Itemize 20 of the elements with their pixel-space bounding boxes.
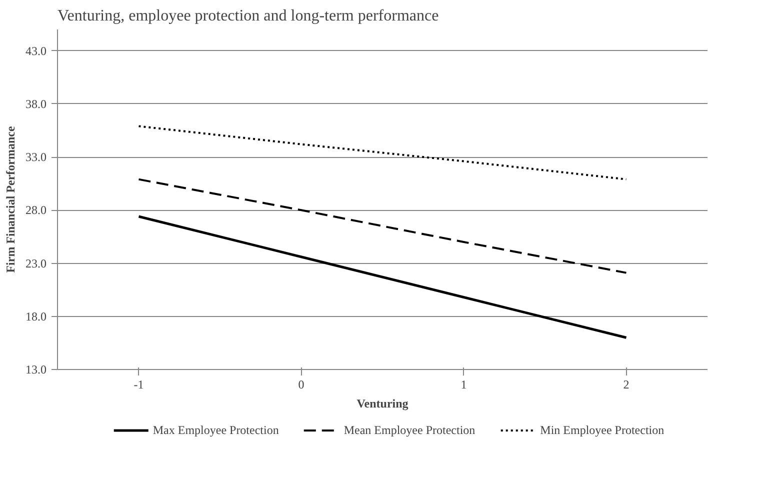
y-tick-label: 23.0 <box>26 256 46 270</box>
y-tick-label: 13.0 <box>26 362 46 376</box>
y-tick-label: 43.0 <box>26 44 46 58</box>
x-tick-label: 0 <box>298 378 304 392</box>
y-tick-label: 18.0 <box>26 309 46 324</box>
x-tick-label: -1 <box>134 378 144 392</box>
legend-label: Min Employee Protection <box>540 422 664 438</box>
legend-label: Max Employee Protection <box>152 422 279 438</box>
x-tick-label: 1 <box>460 378 467 392</box>
line-series <box>138 125 628 180</box>
line-series <box>138 178 628 274</box>
chart-title: Venturing, employee protection and long-term performance <box>58 8 439 24</box>
x-tick-label: 2 <box>623 378 630 392</box>
y-tick-label: 33.0 <box>26 150 46 164</box>
legend-label: Mean Employee Protection <box>344 422 476 438</box>
y-tick-label: 28.0 <box>26 203 46 218</box>
y-axis-title: Firm Financial Performance <box>4 126 18 273</box>
x-axis-title: Venturing <box>356 396 408 410</box>
y-tick-label: 38.0 <box>26 96 46 111</box>
line-series <box>138 215 628 339</box>
